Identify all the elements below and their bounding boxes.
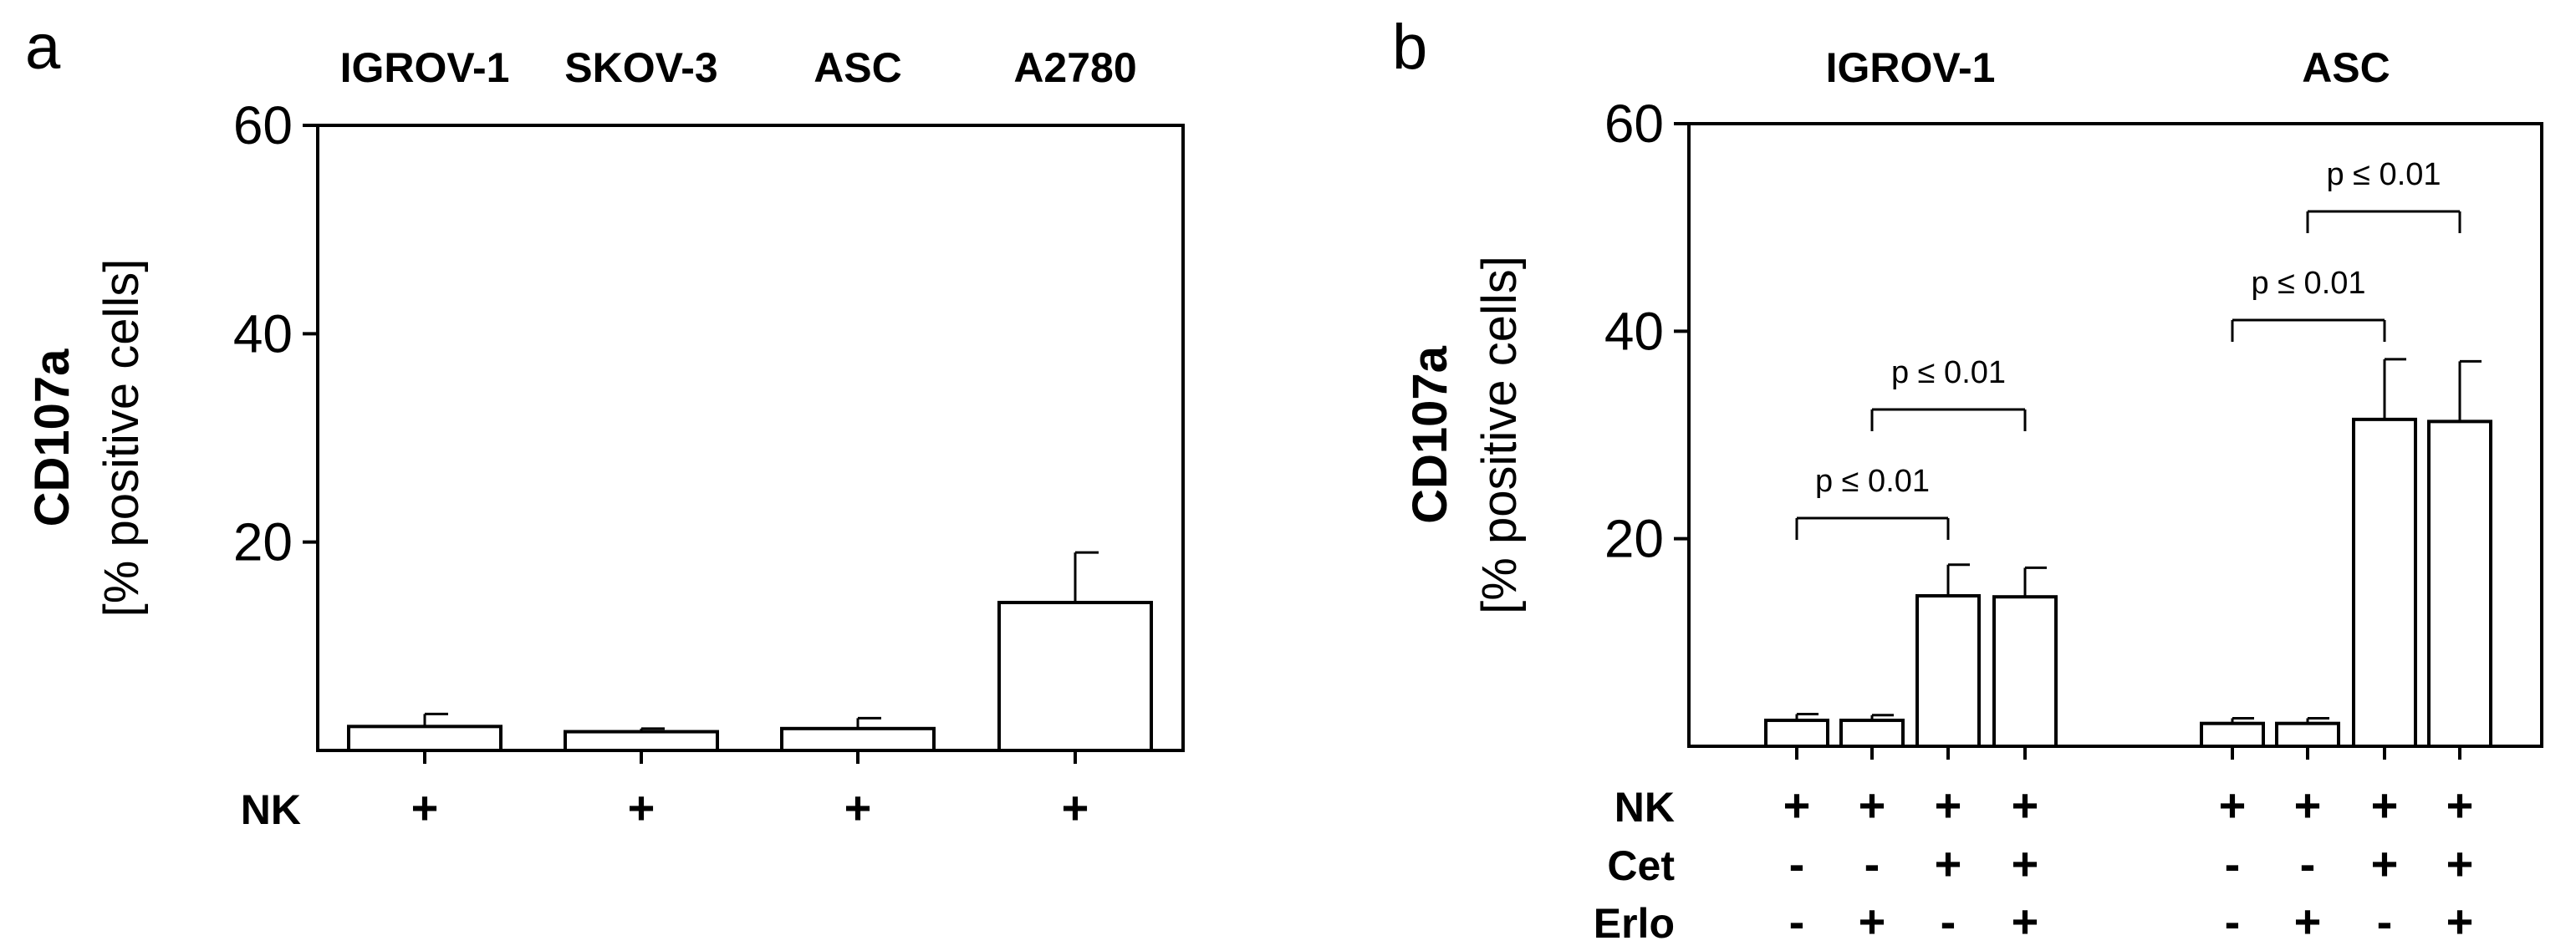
plot-frame [316, 124, 1185, 752]
y-tick-label: 40 [233, 303, 293, 364]
column-label: ASC [814, 44, 902, 91]
treatment-sign: + [2294, 779, 2322, 831]
treatment-sign: - [2225, 895, 2241, 948]
treatment-sign: - [1789, 837, 1805, 890]
treatment-sign: - [2225, 837, 2241, 890]
panel-letter-a: a [25, 12, 61, 83]
treatment-sign: + [844, 781, 872, 834]
treatment-sign: + [411, 781, 439, 834]
bar [347, 725, 502, 752]
y-axis-label: CD107a [1403, 345, 1457, 524]
row-label-nk: NK [241, 786, 301, 833]
treatment-sign: + [2446, 779, 2474, 831]
p-value-label: p ≤ 0.01 [2326, 157, 2441, 192]
treatment-sign: + [1062, 781, 1089, 834]
treatment-sign: + [1935, 837, 1962, 890]
treatment-sign: + [2012, 837, 2039, 890]
treatment-sign: + [2012, 895, 2039, 948]
treatment-sign: + [1935, 779, 1962, 831]
bar [997, 600, 1153, 752]
bar [1992, 595, 2058, 749]
panel-letter-b: b [1392, 12, 1427, 83]
p-value-label: p ≤ 0.01 [1815, 464, 1930, 499]
treatment-sign: + [2294, 895, 2322, 948]
treatment-sign: + [2371, 779, 2399, 831]
bar [780, 726, 936, 753]
bar [1915, 593, 1981, 748]
treatment-sign: + [628, 781, 655, 834]
column-label: IGROV-1 [340, 44, 510, 91]
bar [2275, 721, 2340, 749]
bar [2352, 417, 2417, 748]
treatment-sign: - [1864, 837, 1880, 890]
bar [2427, 420, 2492, 748]
row-label-cet: Cet [1607, 842, 1675, 889]
y-axis-unit-label: [% positive cells] [1472, 256, 1527, 614]
y-axis-label: CD107a [25, 348, 79, 527]
y-tick-label: 60 [1604, 94, 1664, 154]
treatment-sign: + [2219, 779, 2247, 831]
bar [1839, 718, 1905, 748]
y-tick-label: 20 [233, 512, 293, 572]
treatment-sign: - [2300, 837, 2316, 890]
p-value-label: p ≤ 0.01 [2251, 266, 2365, 301]
y-axis-unit-label: [% positive cells] [94, 259, 149, 618]
bar [1764, 718, 1829, 748]
treatment-sign: + [1859, 779, 1886, 831]
y-tick-label: 20 [1604, 509, 1664, 569]
column-label: A2780 [1013, 44, 1136, 91]
treatment-sign: + [2446, 895, 2474, 948]
row-label-erlo: Erlo [1594, 900, 1675, 947]
column-label: SKOV-3 [564, 44, 717, 91]
row-label-nk: NK [1614, 784, 1675, 831]
treatment-sign: - [1941, 895, 1956, 948]
treatment-sign: - [1789, 895, 1805, 948]
bar [2200, 721, 2265, 749]
column-label: ASC [2302, 44, 2390, 91]
treatment-sign: + [2446, 837, 2474, 890]
column-label: IGROV-1 [1826, 44, 1996, 91]
treatment-sign: + [2371, 837, 2399, 890]
y-tick-label: 60 [233, 95, 293, 155]
treatment-sign: - [2377, 895, 2393, 948]
y-tick-label: 40 [1604, 301, 1664, 361]
treatment-sign: + [1783, 779, 1811, 831]
treatment-sign: + [1859, 895, 1886, 948]
plot-frame [1687, 122, 2543, 748]
bar [564, 730, 719, 752]
treatment-sign: + [2012, 779, 2039, 831]
p-value-label: p ≤ 0.01 [1891, 355, 2006, 390]
